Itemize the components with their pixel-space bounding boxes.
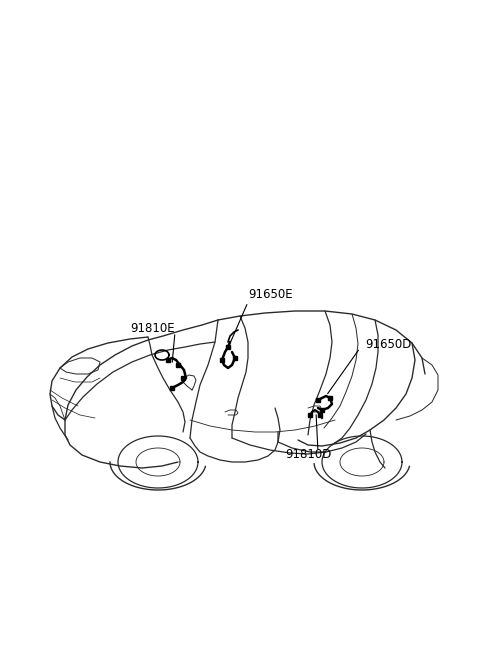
- Text: 91810D: 91810D: [285, 449, 331, 462]
- Text: 91650D: 91650D: [365, 337, 411, 350]
- Text: 91810E: 91810E: [130, 321, 175, 335]
- Text: 91650E: 91650E: [248, 289, 293, 302]
